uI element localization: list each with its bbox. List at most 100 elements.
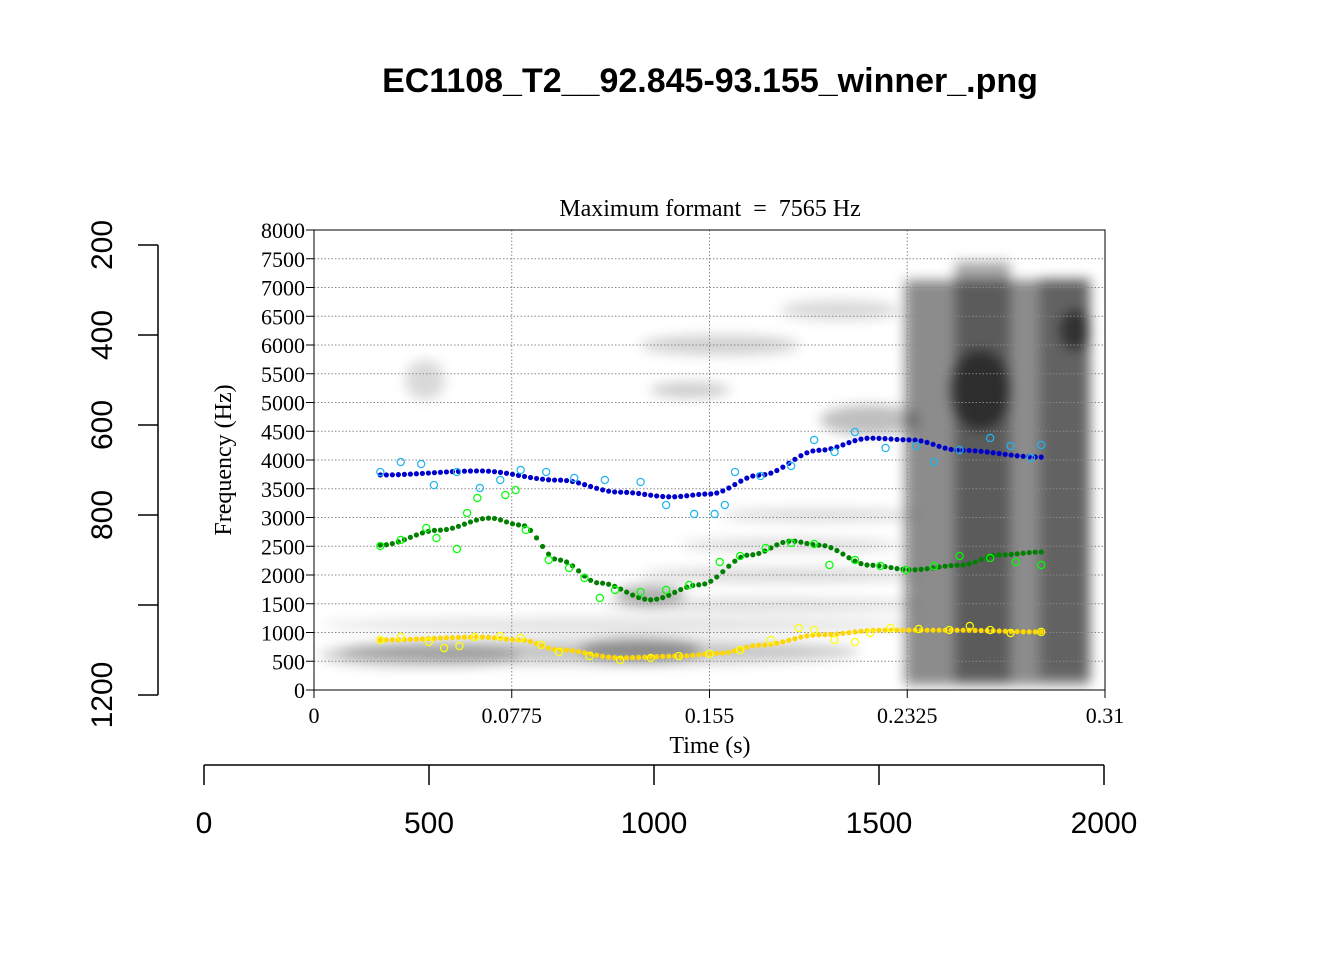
smoothed-formant-point [690, 652, 696, 658]
smoothed-formant-point [1026, 549, 1032, 556]
outer-bottom-tick-label: 500 [404, 807, 454, 840]
smoothed-formant-point [726, 485, 732, 491]
y-tick-label: 4000 [261, 448, 305, 473]
raw-formant-point [730, 467, 740, 477]
y-tick-label: 0 [294, 678, 305, 703]
raw-formant-point [595, 593, 604, 603]
smoothed-formant-point [419, 636, 425, 642]
smoothed-formant-point [509, 471, 516, 477]
smoothed-formant-point [720, 569, 726, 575]
smoothed-formant-point [708, 578, 714, 584]
smoothed-formant-point [936, 627, 942, 633]
smoothed-formant-point [786, 637, 792, 643]
smoothed-formant-point [774, 542, 780, 548]
smoothed-formant-point [473, 468, 480, 474]
smoothed-formant-point [1002, 552, 1008, 558]
smoothed-formant-point [840, 551, 846, 557]
y-axis-label: Frequency (Hz) [211, 384, 237, 535]
raw-formant-point [473, 493, 482, 503]
smoothed-formant-point [798, 453, 804, 459]
smoothed-formant-point [594, 580, 600, 586]
series-f1-raw [376, 621, 1046, 665]
smoothed-formant-point [551, 477, 558, 483]
raw-formant-point [661, 500, 671, 510]
smoothed-formant-point [461, 634, 468, 640]
smoothed-formant-point [900, 627, 906, 633]
raw-formant-point [580, 573, 589, 583]
smoothed-formant-point [582, 482, 588, 488]
raw-formant-point [1006, 441, 1015, 451]
smoothed-formant-point [624, 489, 630, 495]
y-tick-label: 3000 [261, 506, 305, 531]
smoothed-formant-point [702, 581, 708, 587]
smoothed-formant-point [485, 468, 492, 474]
outer-left-tick-label: 1200 [86, 662, 119, 729]
smoothed-formant-point [1020, 629, 1026, 635]
smoothed-formant-point [732, 558, 738, 564]
smoothed-formant-point [624, 589, 630, 595]
raw-formant-point [911, 441, 921, 451]
smoothed-formant-point [648, 492, 654, 498]
smoothed-formant-point [792, 456, 798, 462]
raw-formant-point [929, 561, 939, 571]
smoothed-formant-point [1020, 550, 1026, 556]
y-tick-label: 7000 [261, 276, 305, 301]
smoothed-formant-point [894, 566, 900, 572]
smoothed-formant-point [401, 471, 407, 477]
raw-formant-point [674, 651, 684, 661]
smoothed-formant-point [798, 539, 804, 545]
raw-formant-point [511, 485, 520, 495]
smoothed-formant-point [942, 563, 948, 569]
raw-formant-point [830, 447, 839, 457]
smoothed-formant-point [389, 637, 395, 643]
y-tick-label: 6500 [261, 304, 305, 329]
smoothed-formant-point [449, 525, 456, 531]
smoothed-formant-point [521, 473, 528, 480]
raw-formant-point [825, 560, 834, 570]
y-tick-label: 7500 [261, 247, 305, 272]
smoothed-formant-point [648, 654, 654, 660]
smoothed-formant-point [588, 483, 594, 490]
raw-formant-point [376, 541, 385, 551]
smoothed-formant-point [485, 515, 492, 521]
smoothed-formant-point [1038, 549, 1044, 555]
raw-formant-point [541, 467, 551, 477]
raw-formant-point [615, 655, 625, 665]
smoothed-formant-point [594, 652, 600, 658]
smoothed-formant-point [515, 522, 522, 528]
smoothed-formant-point [744, 644, 750, 650]
smoothed-formant-point [846, 440, 852, 446]
y-tick-label: 2000 [261, 563, 305, 588]
smoothed-formant-point [948, 562, 954, 569]
smoothed-formant-point [407, 636, 413, 642]
smoothed-formant-point [966, 561, 972, 567]
smoothed-formant-point [563, 647, 570, 653]
smoothed-formant-point [557, 477, 564, 483]
smoothed-formant-point [491, 515, 498, 522]
smoothed-formant-point [491, 469, 498, 475]
smoothed-formant-point [804, 540, 810, 547]
raw-formant-point [521, 525, 530, 535]
smoothed-formant-point [479, 516, 486, 522]
raw-formant-point [985, 433, 995, 443]
smoothed-formant-point [696, 652, 702, 658]
smoothed-formant-point [966, 447, 972, 454]
raw-formant-point [661, 585, 671, 595]
smoothed-formant-point [906, 627, 912, 633]
x-tick-label: 0.31 [1086, 703, 1125, 728]
smoothed-formant-point [437, 527, 444, 533]
raw-formant-point [735, 551, 745, 561]
smoothed-formant-point [984, 449, 990, 455]
smoothed-formant-point [407, 471, 413, 477]
raw-formant-point [429, 480, 439, 490]
y-tick-label: 4500 [261, 419, 305, 444]
smoothed-formant-point [822, 632, 828, 638]
smoothed-formant-point [1032, 629, 1038, 635]
smoothed-formant-point [660, 493, 666, 500]
smoothed-formant-point [479, 634, 486, 640]
smoothed-formant-point [780, 464, 786, 470]
series-f3-smoothed [377, 435, 1044, 500]
raw-formant-point [610, 585, 620, 595]
smoothed-formant-point [684, 493, 690, 499]
smoothed-formant-point [389, 541, 395, 547]
